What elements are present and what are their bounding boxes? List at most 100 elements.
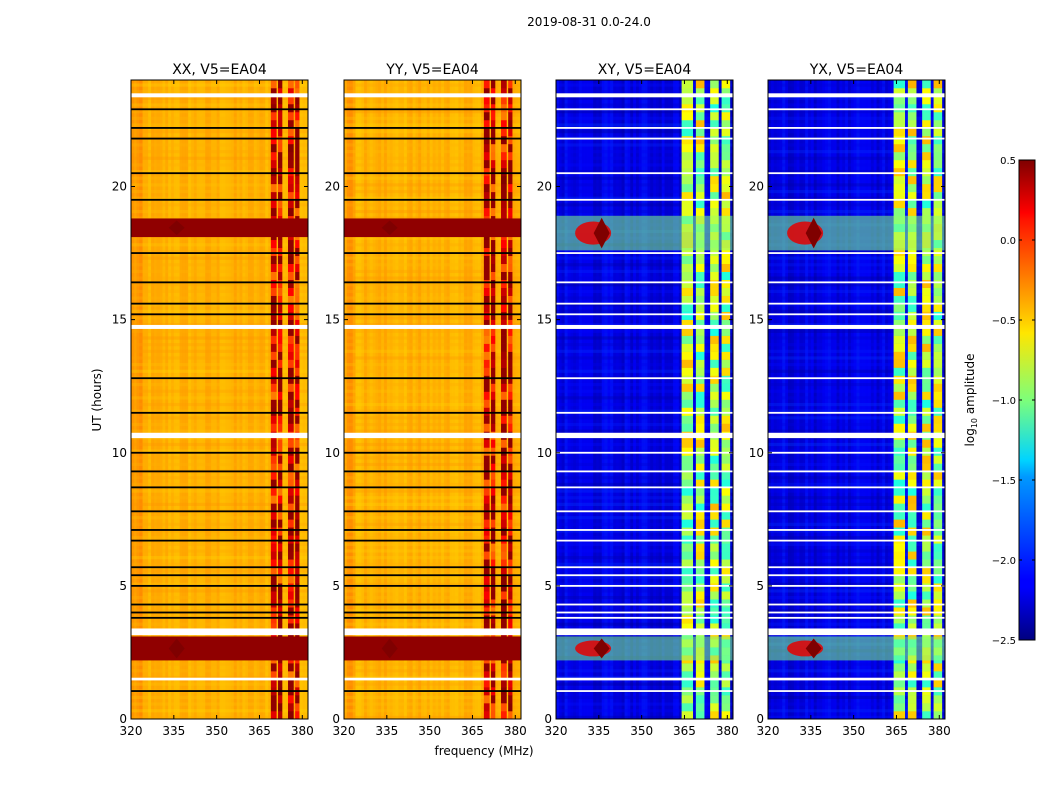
time-stripe (131, 536, 308, 540)
time-stripe (768, 363, 945, 367)
rfi-cell (933, 535, 943, 544)
rfi-cell (710, 591, 719, 600)
time-stripe (131, 323, 308, 327)
rfi-cell (288, 383, 294, 392)
rfi-cell (721, 463, 731, 472)
time-stripe (768, 422, 945, 427)
rfi-cell (278, 111, 283, 121)
saturated-band (344, 218, 521, 238)
rfi-cell (295, 359, 300, 368)
rfi-cell (501, 303, 507, 312)
rfi-cell (933, 207, 943, 217)
flag-line (344, 411, 521, 414)
rfi-cell (695, 87, 705, 97)
time-stripe (768, 209, 945, 214)
freq-channel (673, 80, 677, 719)
rfi-cell (508, 463, 513, 472)
rfi-cell (695, 391, 705, 400)
rfi-cell (288, 287, 294, 296)
rfi-cell (907, 415, 917, 424)
rfi-cell (922, 263, 931, 272)
rfi-cell (721, 703, 731, 712)
rfi-cell (710, 175, 719, 185)
y-tick-label: 20 (537, 180, 552, 194)
flag-line (556, 510, 733, 513)
rfi-cell (907, 711, 917, 719)
rfi-cell (270, 167, 277, 177)
rfi-cell (270, 399, 277, 408)
time-stripe (556, 682, 733, 686)
rfi-cell (922, 383, 931, 392)
flag-line (768, 584, 945, 587)
time-stripe (556, 449, 733, 453)
freq-channel (556, 80, 560, 719)
flag-line (768, 302, 945, 305)
time-stripe (768, 709, 945, 713)
axes-frame (767, 79, 946, 720)
rfi-cell (907, 111, 917, 121)
burst-marker (593, 638, 610, 659)
rfi-cell (270, 359, 277, 368)
rfi-cell (907, 191, 917, 201)
rfi-cell (508, 527, 513, 536)
rfi-cell (491, 623, 496, 632)
freq-channel (228, 80, 232, 719)
rfi-cell (491, 455, 496, 464)
rfi-cell (907, 495, 917, 504)
time-stripe (556, 83, 733, 87)
flag-line (344, 108, 521, 111)
rfi-cell (695, 199, 705, 209)
rfi-cell (501, 279, 507, 288)
rfi-cell (508, 319, 513, 328)
rfi-cell (278, 167, 283, 177)
rfi-cell (907, 671, 917, 680)
rfi-cell (681, 679, 694, 688)
rfi-cell (508, 287, 513, 296)
rfi-cell (933, 583, 943, 592)
rfi-cell (288, 319, 294, 328)
time-stripe (131, 489, 308, 493)
rfi-cell (295, 391, 300, 400)
rfi-cell (278, 447, 283, 456)
freq-channel (469, 80, 473, 719)
rfi-cell (681, 295, 694, 304)
flag-line (344, 172, 521, 175)
freq-channel (613, 80, 617, 719)
flag-line (768, 611, 945, 614)
flag-line (768, 616, 945, 619)
rfi-cell (483, 327, 490, 336)
time-stripe (556, 569, 733, 573)
rfi-cell (483, 415, 490, 424)
time-stripe (131, 622, 308, 626)
rfi-cell (508, 183, 513, 193)
rfi-cell (278, 135, 283, 145)
time-stripe (131, 263, 308, 267)
freq-channel (607, 80, 611, 719)
rfi-cell (721, 495, 731, 504)
rfi-cell (295, 471, 300, 480)
rfi-cell (893, 599, 906, 608)
rfi-cell (491, 583, 496, 592)
rfi-cell (288, 559, 294, 568)
flag-line (556, 137, 733, 140)
time-stripe (131, 549, 308, 553)
rfi-cell (483, 255, 490, 265)
rfi-cell (295, 463, 300, 472)
y-tick-label: 15 (749, 313, 764, 327)
time-stripe (131, 609, 308, 613)
rfi-cell (491, 511, 496, 520)
rfi-cell (933, 663, 943, 672)
rfi-cell (681, 271, 694, 280)
freq-channel (199, 80, 203, 719)
rfi-cell (288, 439, 294, 448)
rfi-cell (278, 311, 283, 320)
x-tick-label: 335 (799, 724, 822, 738)
time-stripe (344, 169, 521, 174)
rfi-cell (270, 551, 277, 560)
time-stripe (344, 582, 521, 586)
flag-line (344, 603, 521, 606)
rfi-cell (270, 575, 277, 584)
colorbar: 0.50.0−0.5−1.0−1.5−2.0−2.5 log10 amplitu… (963, 156, 1036, 647)
rfi-cell (501, 519, 507, 528)
flag-line (131, 108, 308, 111)
